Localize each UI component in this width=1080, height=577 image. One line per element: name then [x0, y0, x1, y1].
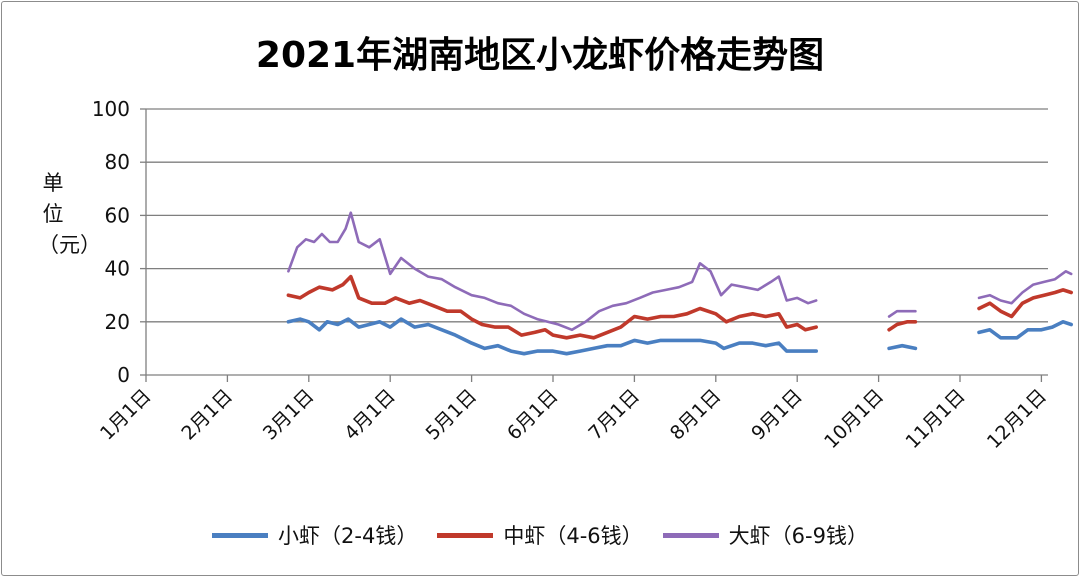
- y-tick-label: 60: [105, 203, 130, 227]
- series-line-0-segment-1: [887, 343, 918, 351]
- y-tick-labels: 0 20 40 60 80 100: [92, 97, 130, 387]
- gridlines: [146, 108, 1048, 323]
- legend-swatch-medium: [437, 532, 494, 538]
- y-tick-label: 80: [105, 150, 130, 174]
- series-line-1-segment-2: [977, 288, 1073, 319]
- axes: [140, 108, 1048, 382]
- x-tick-label: 7月1日: [584, 385, 644, 445]
- chart-title: 2021年湖南地区小龙虾价格走势图: [255, 35, 825, 76]
- x-tick-label: 3月1日: [259, 385, 319, 445]
- x-tick-label: 5月1日: [422, 385, 482, 445]
- x-tick-label: 12月1日: [983, 385, 1051, 453]
- x-tick-label: 8月1日: [666, 385, 726, 445]
- legend-item-large[interactable]: 大虾（6-9钱）: [662, 520, 868, 550]
- x-tick-label: 6月1日: [503, 385, 563, 445]
- legend-item-medium[interactable]: 中虾（4-6钱）: [437, 520, 643, 550]
- y-tick-label: 40: [105, 257, 130, 281]
- y-tick-label: 0: [117, 363, 130, 387]
- x-tick-labels: 1月1日 2月1日 3月1日 4月1日 5月1日 6月1日 7月1日 8月1日 9月1日 10月1…: [96, 385, 1051, 453]
- x-tick-label: 9月1日: [747, 385, 807, 445]
- series-line-0-segment-0: [286, 317, 819, 356]
- y-tick-label: 100: [92, 97, 130, 121]
- x-tick-label: 2月1日: [177, 385, 237, 445]
- series-line-0-segment-2: [977, 319, 1073, 340]
- legend: 小虾（2-4钱） 中虾（4-6钱） 大虾（6-9钱）: [0, 520, 1080, 550]
- legend-label-medium: 中虾（4-6钱）: [503, 524, 643, 548]
- x-tick-label: 1月1日: [96, 385, 156, 445]
- legend-label-small: 小虾（2-4钱）: [278, 524, 418, 548]
- series-line-2-segment-1: [887, 309, 917, 318]
- legend-label-large: 大虾（6-9钱）: [728, 524, 868, 548]
- x-tick-label: 11月1日: [901, 385, 969, 453]
- series-line-1-segment-1: [887, 319, 918, 332]
- x-tick-label: 4月1日: [340, 385, 400, 445]
- series-lines: [286, 211, 1073, 356]
- y-tick-label: 20: [105, 310, 130, 334]
- x-tick-label: 10月1日: [820, 385, 888, 453]
- series-line-1-segment-0: [286, 274, 819, 340]
- legend-swatch-small: [212, 532, 269, 538]
- series-line-2-segment-2: [977, 269, 1073, 305]
- series-line-2-segment-0: [287, 211, 818, 332]
- legend-item-small[interactable]: 小虾（2-4钱）: [212, 520, 417, 550]
- legend-swatch-large: [662, 532, 719, 538]
